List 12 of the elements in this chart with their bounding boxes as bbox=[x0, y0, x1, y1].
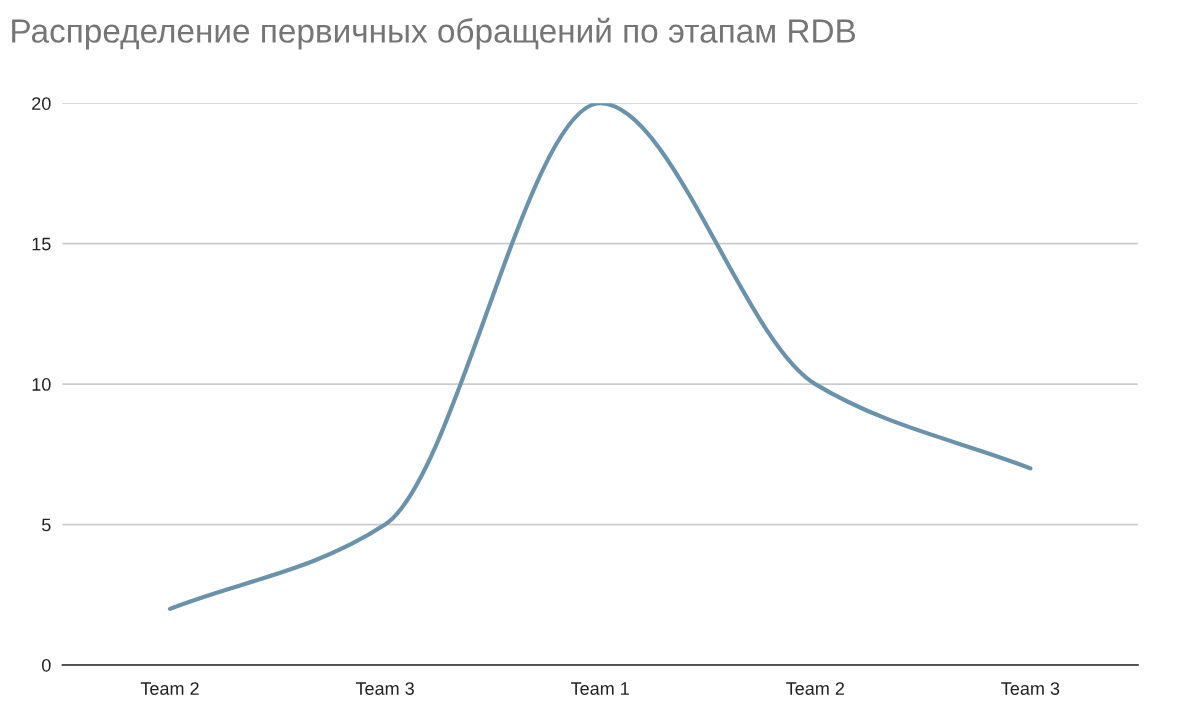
x-tick-label: Team 2 bbox=[786, 682, 844, 695]
y-tick-label: 15 bbox=[32, 237, 51, 251]
y-tick-label: 0 bbox=[41, 658, 51, 672]
y-tick-label: 5 bbox=[42, 518, 51, 532]
line-series bbox=[167, 103, 1033, 611]
chart-title: Распределение первичных обращений по этапам RDB bbox=[12, 17, 856, 50]
x-tick-label: Team 3 bbox=[1001, 682, 1060, 695]
y-tick-label: 10 bbox=[32, 378, 51, 391]
x-tick-label: Team 3 bbox=[355, 682, 414, 695]
y-tick-label: 20 bbox=[32, 97, 51, 110]
x-tick-label: Team 2 bbox=[140, 682, 199, 695]
x-tick-label: Team 1 bbox=[571, 682, 629, 695]
